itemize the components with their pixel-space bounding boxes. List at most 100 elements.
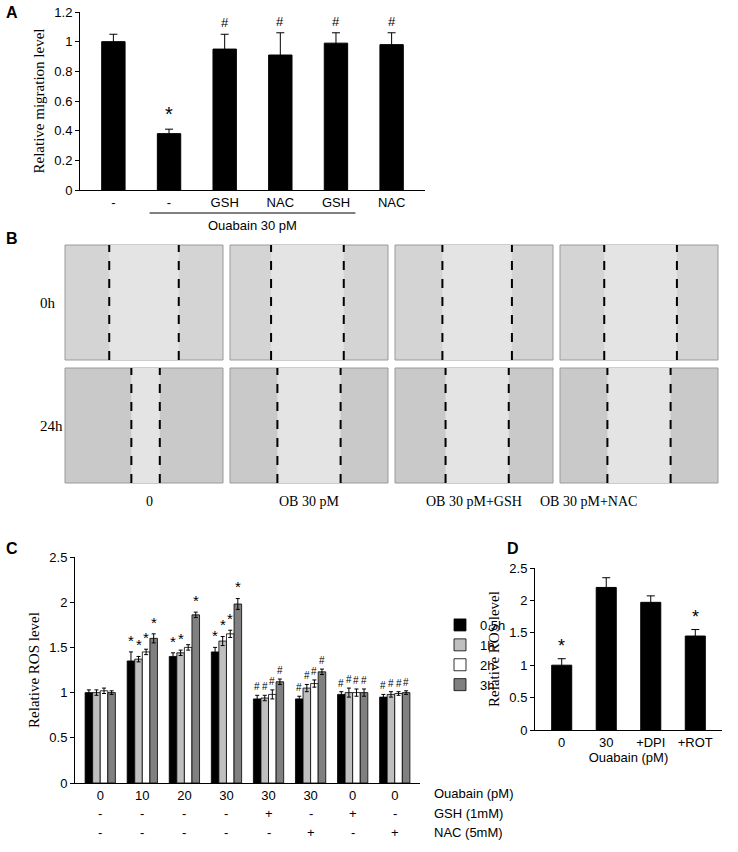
svg-text:*: * [220,616,226,633]
svg-text:#: # [269,676,275,687]
svg-text:D: D [507,540,519,557]
svg-text:0: 0 [65,183,72,198]
svg-text:-: - [351,825,355,840]
svg-text:NAC (5mM): NAC (5mM) [434,825,503,840]
svg-text:3h: 3h [480,678,494,693]
svg-text:*: * [151,614,157,631]
svg-text:#: # [311,666,317,677]
svg-text:0: 0 [349,788,356,803]
svg-text:0.4: 0.4 [54,123,72,138]
svg-text:*: * [165,103,173,125]
svg-text:0.2: 0.2 [54,153,72,168]
svg-text:2.5: 2.5 [49,550,67,565]
svg-text:30: 30 [261,788,275,803]
svg-text:#: # [353,675,359,686]
svg-text:-: - [98,825,102,840]
svg-text:30: 30 [219,788,233,803]
svg-text:24h: 24h [40,418,63,434]
svg-text:#: # [277,665,283,676]
svg-text:-: - [167,195,171,210]
svg-text:Relative migration level: Relative migration level [31,29,47,174]
svg-text:2h: 2h [480,658,494,673]
svg-text:-: - [111,195,115,210]
svg-text:B: B [6,230,18,247]
svg-text:#: # [403,677,409,688]
svg-text:1: 1 [60,685,67,700]
svg-text:0.5: 0.5 [49,730,67,745]
svg-text:-: - [98,806,102,821]
svg-text:OB 30 pM: OB 30 pM [279,494,339,509]
svg-text:+ROT: +ROT [678,735,713,750]
svg-text:GSH: GSH [322,195,350,210]
svg-text:*: * [170,633,176,650]
svg-text:#: # [380,680,386,691]
svg-text:*: * [136,636,142,653]
svg-text:#: # [276,14,284,29]
svg-text:0.6: 0.6 [54,94,72,109]
svg-text:#: # [296,682,302,693]
svg-text:#: # [319,655,325,666]
svg-text:0: 0 [558,735,565,750]
svg-text:0.5h: 0.5h [480,618,505,633]
svg-text:*: * [235,578,241,595]
svg-text:*: * [212,627,218,644]
svg-text:#: # [361,675,367,686]
svg-text:0: 0 [520,723,527,738]
svg-text:2: 2 [60,595,67,610]
svg-text:*: * [193,592,199,609]
svg-text:GSH: GSH [211,195,239,210]
svg-text:Relative ROS level: Relative ROS level [26,612,42,728]
svg-text:NAC: NAC [267,195,294,210]
svg-text:#: # [338,678,344,689]
svg-text:30: 30 [599,735,613,750]
svg-text:*: * [227,610,233,627]
svg-text:+: + [265,806,273,821]
svg-text:+: + [307,825,315,840]
svg-text:0: 0 [60,776,67,791]
svg-text:*: * [143,629,149,646]
svg-text:#: # [304,670,310,681]
svg-text:#: # [346,674,352,685]
svg-text:#: # [388,14,396,29]
svg-text:OB 30 pM+NAC: OB 30 pM+NAC [540,494,637,509]
svg-text:1.5: 1.5 [509,625,527,640]
svg-text:30: 30 [303,788,317,803]
svg-text:#: # [332,14,340,29]
svg-text:0.5: 0.5 [509,690,527,705]
svg-text:-: - [309,806,313,821]
svg-text:-: - [224,825,228,840]
svg-text:0: 0 [391,788,398,803]
svg-text:0: 0 [146,494,153,509]
svg-text:2.5: 2.5 [509,561,527,576]
svg-text:-: - [140,825,144,840]
svg-text:1: 1 [65,34,72,49]
svg-text:#: # [262,681,268,692]
svg-text:0.8: 0.8 [54,64,72,79]
svg-text:A: A [6,4,18,21]
svg-text:10: 10 [135,788,149,803]
svg-text:*: * [692,607,699,627]
svg-text:*: * [558,636,565,656]
svg-text:-: - [182,806,186,821]
svg-text:*: * [178,630,184,647]
svg-text:-: - [393,806,397,821]
svg-text:NAC: NAC [378,195,405,210]
svg-text:-: - [224,806,228,821]
svg-text:-: - [140,806,144,821]
svg-text:Relative ROS level: Relative ROS level [486,591,502,707]
svg-text:C: C [6,540,18,557]
svg-text:Ouabain (pM): Ouabain (pM) [434,786,513,801]
svg-text:1.5: 1.5 [49,640,67,655]
svg-text:2: 2 [520,593,527,608]
svg-text:1.2: 1.2 [54,5,72,20]
svg-text:#: # [221,15,229,30]
svg-text:20: 20 [177,788,191,803]
svg-text:#: # [388,678,394,689]
svg-text:*: * [128,632,134,649]
svg-text:+DPI: +DPI [636,735,665,750]
svg-text:1h: 1h [480,638,494,653]
svg-text:+: + [349,806,357,821]
svg-text:-: - [267,825,271,840]
svg-text:0: 0 [97,788,104,803]
svg-text:GSH (1mM): GSH (1mM) [434,806,503,821]
